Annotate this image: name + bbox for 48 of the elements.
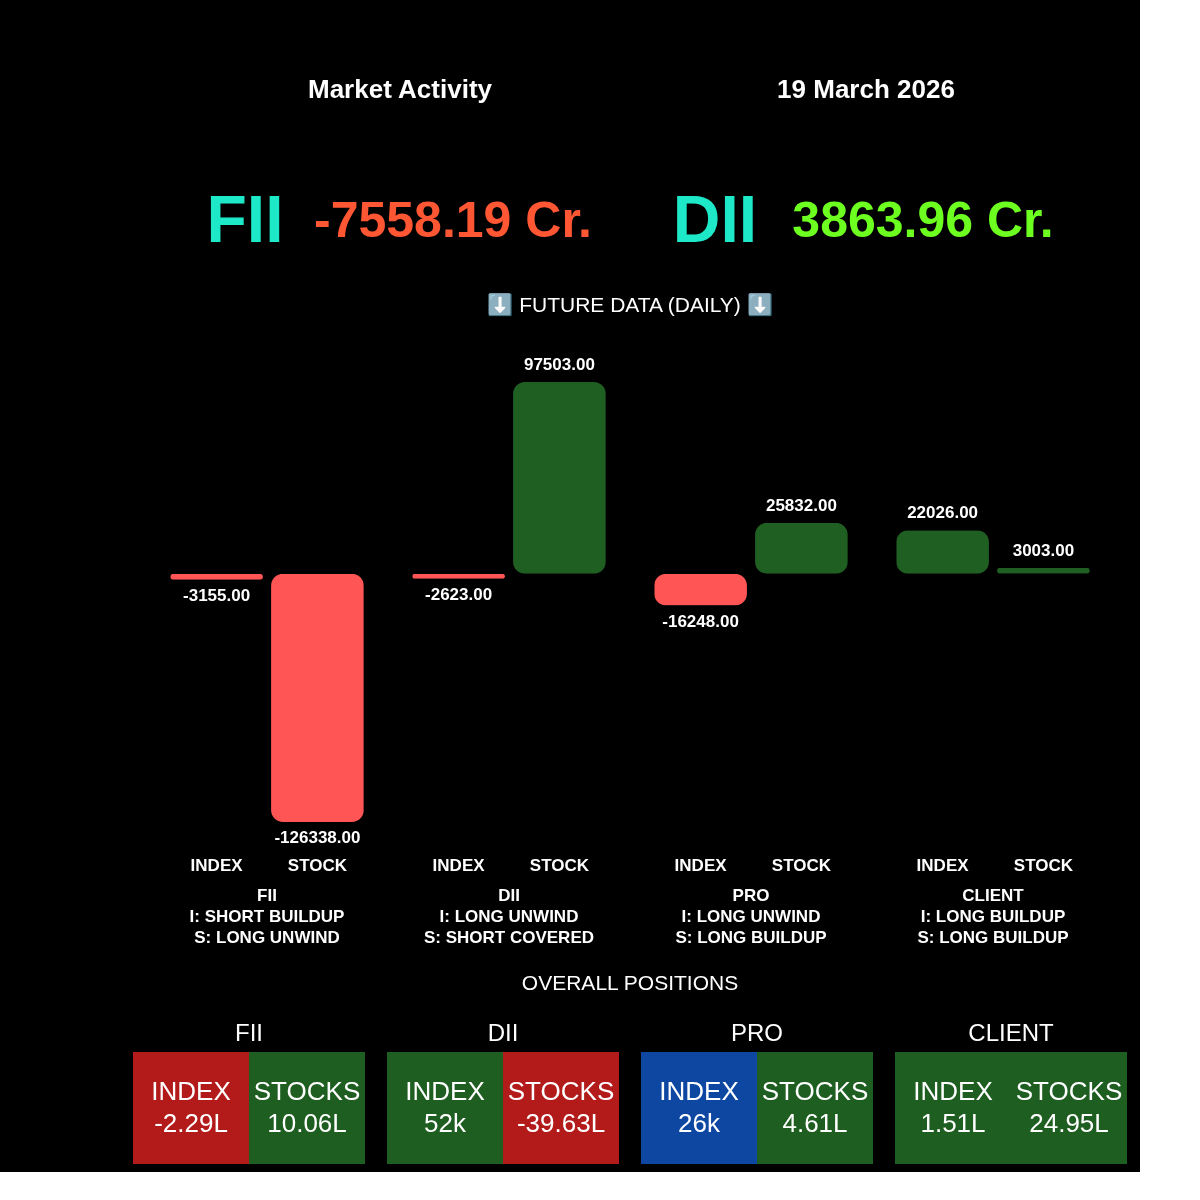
text: 4.61L — [782, 1108, 848, 1138]
text: 24.95L — [1029, 1108, 1109, 1138]
data-label: 97503.00 — [523, 355, 595, 374]
x-tick-label: STOCK — [529, 856, 590, 875]
category-label: INDEX — [405, 1076, 485, 1106]
x-tick-label: STOCK — [287, 856, 348, 875]
data-label: -16248.00 — [662, 611, 739, 631]
text: CLIENT — [968, 1019, 1055, 1046]
x-tick-label: STOCK — [1013, 856, 1074, 875]
category-label: STOCKS — [1015, 1076, 1123, 1106]
category-label: STOCKS — [507, 1076, 615, 1106]
x-tick-label: INDEX — [674, 856, 728, 875]
x-tick-label: INDEX — [190, 856, 244, 875]
data-label: 22026.00 — [907, 503, 979, 523]
data-label: -2623.00 — [425, 584, 493, 604]
text: FII I: SHORT BUILDUP S: LONG UNWIND — [189, 886, 345, 947]
text: DII — [672, 182, 758, 256]
data-label: 3003.00 — [1012, 540, 1075, 560]
text: -2.29L — [154, 1108, 228, 1138]
text: Market Activity — [308, 74, 493, 104]
x-tick-label: INDEX — [432, 856, 486, 875]
text: FII — [235, 1019, 263, 1046]
text: 3863.96 Cr. — [792, 192, 1054, 248]
text: OVERALL POSITIONS — [521, 971, 739, 994]
data-label: -3155.00 — [183, 585, 251, 605]
category-label: INDEX — [913, 1076, 993, 1106]
x-tick-label: INDEX — [916, 856, 970, 875]
category-label: STOCKS — [761, 1076, 869, 1106]
category-label: INDEX — [151, 1076, 231, 1106]
text: CLIENT I: LONG BUILDUP S: LONG BUILDUP — [917, 886, 1069, 947]
chart-title: ⬇ FUTURE DATA (DAILY) ⬇ — [487, 292, 773, 317]
text: PRO — [730, 1019, 784, 1046]
text: -39.63L — [516, 1108, 606, 1138]
text: DII — [487, 1019, 519, 1046]
text: FII — [206, 182, 284, 256]
x-tick-label: STOCK — [771, 856, 832, 875]
text: 10.06L — [267, 1108, 347, 1138]
text: -7558.19 Cr. — [314, 192, 592, 248]
text: 1.51L — [920, 1108, 986, 1138]
text: PRO I: LONG UNWIND S: LONG BUILDUP — [675, 886, 827, 947]
text: DII I: LONG UNWIND S: SHORT COVERED — [423, 886, 595, 947]
text: 52k — [424, 1108, 467, 1138]
category-label: INDEX — [659, 1076, 739, 1106]
text: 26k — [678, 1108, 721, 1138]
data-label: 25832.00 — [765, 495, 837, 515]
category-label: STOCKS — [253, 1076, 361, 1106]
data-label: -126338.00 — [274, 828, 361, 847]
text: 19 March 2026 — [777, 74, 955, 104]
